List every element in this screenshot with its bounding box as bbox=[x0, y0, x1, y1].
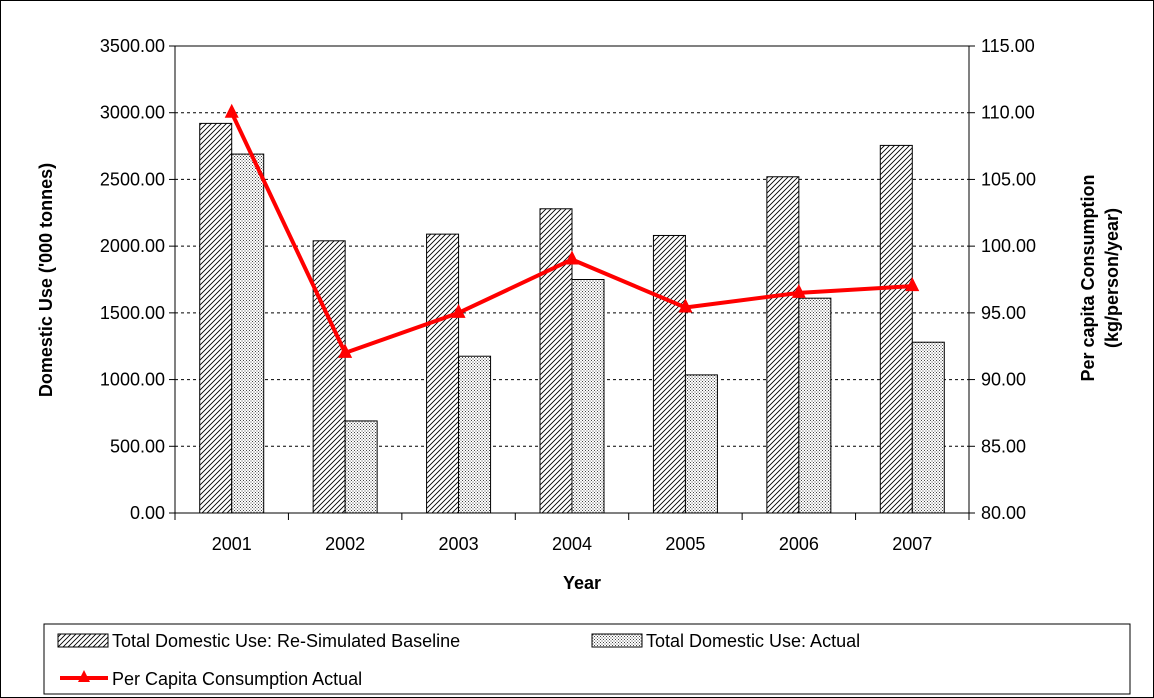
y2-tick-label: 105.00 bbox=[981, 169, 1036, 189]
bar-baseline-2005 bbox=[652, 234, 686, 514]
bar-baseline-2006 bbox=[766, 176, 800, 514]
y-tick-label: 500.00 bbox=[110, 436, 165, 456]
bar-actual-2006 bbox=[798, 297, 832, 514]
point-percapita-2003 bbox=[451, 303, 466, 318]
y2-tick-label: 110.00 bbox=[981, 103, 1035, 123]
x-tick-label: 2002 bbox=[325, 534, 365, 554]
bars-layer bbox=[199, 122, 945, 514]
y-axis-title: Domestic Use ('000 tonnes) bbox=[36, 163, 56, 397]
x-tick-label: 2004 bbox=[552, 534, 592, 554]
bar-actual-2002 bbox=[344, 420, 378, 514]
y-tick-label: 2500.00 bbox=[100, 169, 165, 189]
legend-label-actual: Total Domestic Use: Actual bbox=[646, 631, 860, 651]
x-tick-label: 2006 bbox=[779, 534, 819, 554]
grid-layer bbox=[175, 112, 969, 447]
bar-baseline-2004 bbox=[539, 208, 573, 514]
x-axis-title: Year bbox=[563, 573, 601, 593]
y-tick-label: 3000.00 bbox=[100, 103, 165, 123]
y2-tick-label: 115.00 bbox=[981, 36, 1035, 56]
point-percapita-2007 bbox=[905, 277, 920, 292]
point-percapita-2002 bbox=[338, 343, 353, 358]
y2-tick-label: 95.00 bbox=[981, 303, 1026, 323]
bar-actual-2005 bbox=[684, 374, 718, 514]
bar-actual-2001 bbox=[231, 153, 265, 514]
axes-layer bbox=[169, 45, 975, 520]
y-tick-label: 3500.00 bbox=[100, 36, 165, 56]
bar-baseline-2007 bbox=[879, 144, 913, 514]
y-tick-label: 0.00 bbox=[130, 503, 165, 523]
point-percapita-2004 bbox=[565, 250, 579, 265]
bar-baseline-2001 bbox=[199, 122, 233, 514]
y2-tick-label: 100.00 bbox=[981, 236, 1036, 256]
legend-label-baseline: Total Domestic Use: Re-Simulated Baselin… bbox=[112, 631, 460, 651]
bar-actual-2007 bbox=[911, 341, 945, 514]
y2-tick-label: 85.00 bbox=[981, 436, 1026, 456]
line-layer bbox=[224, 103, 920, 358]
legend-box bbox=[43, 623, 1131, 695]
point-percapita-2006 bbox=[791, 283, 806, 298]
bar-baseline-2003 bbox=[426, 233, 460, 514]
x-tick-label: 2003 bbox=[439, 534, 479, 554]
bar-baseline-2002 bbox=[312, 240, 346, 514]
ticks-layer: 0.00 500.00 1000.00 1500.00 2000.00 2500.00 30… bbox=[100, 36, 1036, 554]
y-tick-label: 1000.00 bbox=[100, 370, 165, 390]
legend-marker-percapita bbox=[78, 670, 90, 682]
legend-label-percapita: Per Capita Consumption Actual bbox=[112, 669, 362, 689]
y2-axis-title-line-2: (kg/person/year) bbox=[1102, 208, 1122, 348]
bar-actual-2003 bbox=[458, 355, 492, 514]
point-percapita-2005 bbox=[678, 298, 693, 313]
x-tick-label: 2001 bbox=[212, 534, 252, 554]
legend-swatch-baseline bbox=[57, 633, 109, 648]
bar-actual-2004 bbox=[571, 279, 605, 514]
point-percapita-2001 bbox=[224, 103, 239, 118]
y-tick-label: 2000.00 bbox=[100, 236, 165, 256]
y2-tick-label: 80.00 bbox=[981, 503, 1026, 523]
y2-axis-title-line-1: Per capita Consumption bbox=[1078, 174, 1098, 381]
legend: Total Domestic Use: Re-Simulated Baselin… bbox=[43, 623, 1131, 695]
y2-tick-label: 90.00 bbox=[981, 370, 1026, 390]
x-tick-label: 2007 bbox=[892, 534, 932, 554]
y-tick-label: 1500.00 bbox=[100, 303, 165, 323]
legend-swatch-actual bbox=[591, 633, 643, 648]
x-tick-label: 2005 bbox=[665, 534, 705, 554]
